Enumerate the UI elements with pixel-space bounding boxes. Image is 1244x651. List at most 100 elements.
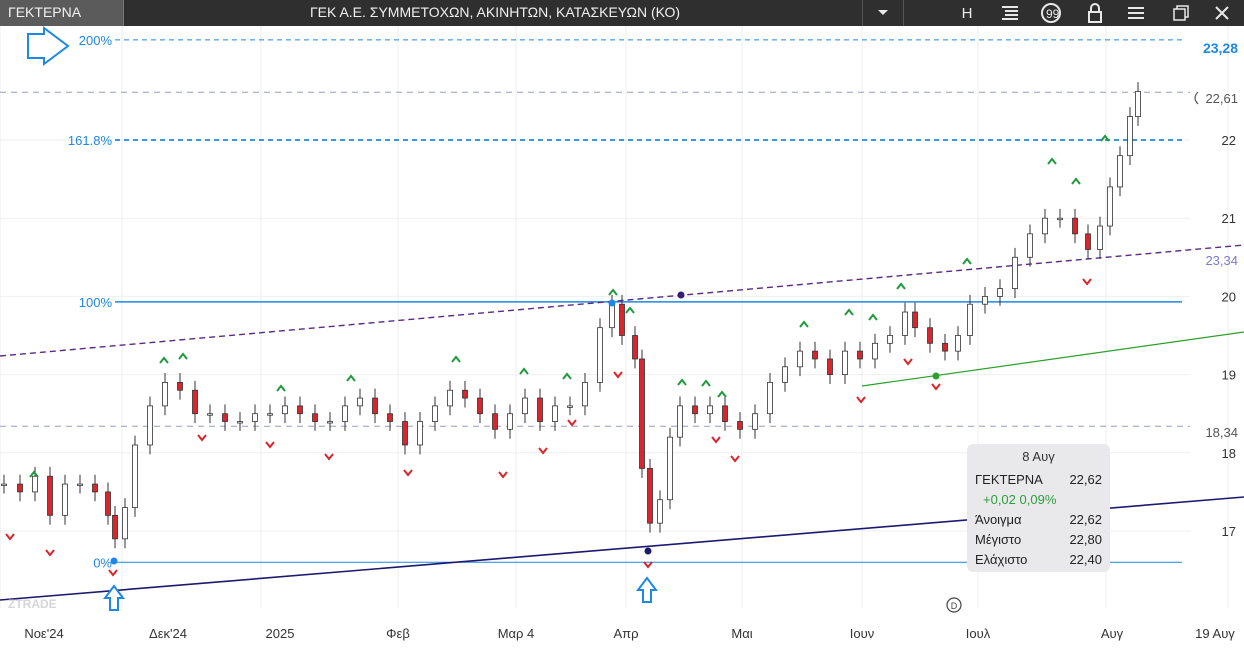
anchor-dot[interactable] [110, 557, 118, 565]
candle-body[interactable] [677, 405, 683, 438]
candle-body[interactable] [492, 413, 498, 430]
candle-body[interactable] [1042, 217, 1048, 235]
candle-body[interactable] [552, 405, 558, 422]
ticker-box[interactable]: ΓΕΚΤΕΡΝΑ [0, 0, 124, 26]
lock-icon[interactable] [1080, 0, 1110, 26]
anchor-dot[interactable] [644, 547, 652, 555]
support-line[interactable] [861, 331, 1244, 387]
candle-body[interactable] [62, 483, 68, 516]
candle-body[interactable] [147, 405, 153, 446]
candle-body[interactable] [105, 491, 111, 516]
candle-body[interactable] [462, 389, 468, 399]
candle-body[interactable] [1097, 225, 1103, 250]
candle-body[interactable] [447, 389, 453, 407]
candle-body[interactable] [582, 382, 588, 407]
candle-body[interactable] [522, 397, 528, 415]
h-button[interactable]: H [952, 0, 982, 26]
candle-body[interactable] [902, 311, 908, 336]
candle-body[interactable] [567, 405, 573, 408]
candle-body[interactable] [827, 358, 833, 375]
candle-body[interactable] [1057, 217, 1063, 221]
candle-body[interactable] [1027, 233, 1033, 258]
candle-body[interactable] [282, 405, 288, 415]
anchor-dot[interactable] [608, 299, 616, 307]
candle-body[interactable] [597, 327, 603, 383]
candle-body[interactable] [177, 382, 183, 391]
candle-body[interactable] [77, 483, 83, 486]
candle-body[interactable] [1107, 186, 1113, 227]
candle-body[interactable] [162, 382, 168, 407]
candle-body[interactable] [112, 514, 118, 540]
candle-body[interactable] [47, 475, 53, 516]
candle-body[interactable] [782, 366, 788, 383]
candle-body[interactable] [955, 335, 961, 352]
candle-body[interactable] [942, 342, 948, 352]
candle-body[interactable] [92, 483, 98, 493]
candle-body[interactable] [857, 350, 863, 360]
candle-body[interactable] [122, 507, 128, 540]
candle-body[interactable] [1135, 91, 1141, 117]
candle-body[interactable] [1127, 116, 1133, 157]
candle-body[interactable] [267, 413, 273, 416]
candle-body[interactable] [387, 413, 393, 422]
candle-body[interactable] [297, 405, 303, 415]
candle-body[interactable] [1072, 217, 1078, 235]
candle-body[interactable] [417, 421, 423, 446]
candle-body[interactable] [752, 413, 758, 430]
candle-body[interactable] [812, 350, 818, 360]
candle-body[interactable] [327, 421, 333, 424]
candle-body[interactable] [632, 335, 638, 360]
candle-body[interactable] [237, 421, 243, 424]
menu-icon[interactable] [1121, 0, 1151, 26]
candle-body[interactable] [192, 389, 198, 415]
restore-icon[interactable] [1166, 0, 1196, 26]
candle-body[interactable] [797, 350, 803, 368]
candle-body[interactable] [537, 397, 543, 422]
candle-body[interactable] [609, 303, 615, 329]
candle-body[interactable] [722, 405, 728, 422]
candle-body[interactable] [912, 311, 918, 329]
candle-body[interactable] [222, 413, 228, 422]
candle-body[interactable] [997, 288, 1003, 297]
candle-body[interactable] [402, 421, 408, 446]
candle-body[interactable] [357, 397, 363, 407]
dropdown-button[interactable] [862, 0, 904, 26]
candle-body[interactable] [17, 483, 23, 493]
candle-body[interactable] [132, 444, 138, 508]
candle-body[interactable] [657, 499, 663, 524]
candle-body[interactable] [312, 413, 318, 422]
quote-icon[interactable]: 99 [1036, 0, 1066, 26]
candle-body[interactable] [1117, 155, 1123, 188]
candle-body[interactable] [872, 342, 878, 360]
candle-body[interactable] [507, 413, 513, 430]
candle-body[interactable] [842, 350, 848, 376]
candle-body[interactable] [982, 295, 988, 305]
candle-body[interactable] [1085, 233, 1091, 250]
candle-body[interactable] [619, 303, 625, 336]
candle-body[interactable] [667, 436, 673, 501]
list-icon[interactable] [995, 0, 1025, 26]
candle-body[interactable] [1012, 256, 1018, 289]
candle-body[interactable] [477, 397, 483, 415]
candle-body[interactable] [1, 483, 7, 486]
candle-body[interactable] [647, 468, 653, 524]
candle-body[interactable] [967, 303, 973, 336]
candle-body[interactable] [342, 405, 348, 422]
close-icon[interactable] [1207, 0, 1237, 26]
candle-body[interactable] [432, 405, 438, 422]
event-marker-icon[interactable] [946, 597, 962, 613]
anchor-dot[interactable] [932, 372, 940, 380]
candle-body[interactable] [707, 405, 713, 415]
candle-body[interactable] [767, 382, 773, 415]
candle-body[interactable] [737, 421, 743, 430]
candle-body[interactable] [252, 413, 258, 422]
candle-body[interactable] [927, 327, 933, 344]
candle-body[interactable] [887, 335, 893, 344]
anchor-dot[interactable] [677, 291, 685, 299]
candle-body[interactable] [372, 397, 378, 415]
candle-body[interactable] [639, 358, 645, 469]
candle-body[interactable] [207, 413, 213, 416]
candle-body[interactable] [32, 475, 38, 493]
candle-body[interactable] [692, 405, 698, 415]
y-tick-label: 22 [1222, 133, 1236, 148]
